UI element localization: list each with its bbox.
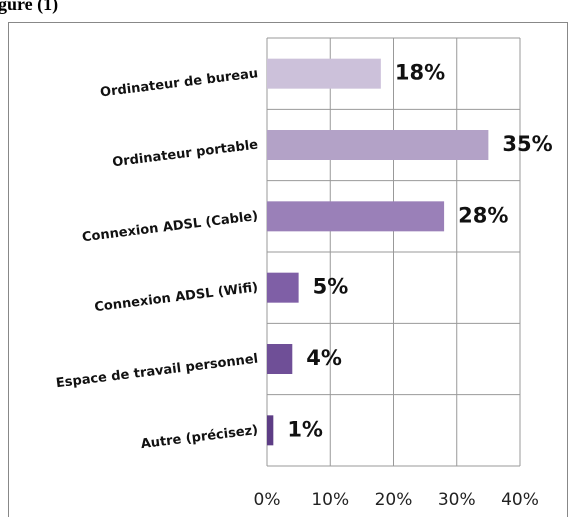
bar bbox=[267, 130, 489, 160]
bar bbox=[267, 344, 293, 374]
value-label: 18% bbox=[395, 61, 445, 85]
value-label: 1% bbox=[287, 417, 323, 441]
value-label: 28% bbox=[458, 203, 508, 227]
chart-border bbox=[8, 22, 568, 517]
x-tick-label: 0% bbox=[254, 490, 281, 510]
bar bbox=[267, 58, 381, 89]
value-label: 35% bbox=[502, 132, 552, 156]
value-label: 4% bbox=[306, 346, 342, 370]
x-tick-label: 10% bbox=[311, 490, 349, 510]
bar bbox=[267, 415, 274, 446]
value-label: 5% bbox=[313, 275, 349, 299]
x-tick-label: 40% bbox=[501, 490, 539, 510]
figure-label: gure (1) bbox=[0, 0, 58, 15]
x-tick-label: 30% bbox=[438, 490, 476, 510]
bar bbox=[267, 272, 299, 303]
x-tick-label: 20% bbox=[375, 490, 413, 510]
bar bbox=[267, 201, 445, 232]
